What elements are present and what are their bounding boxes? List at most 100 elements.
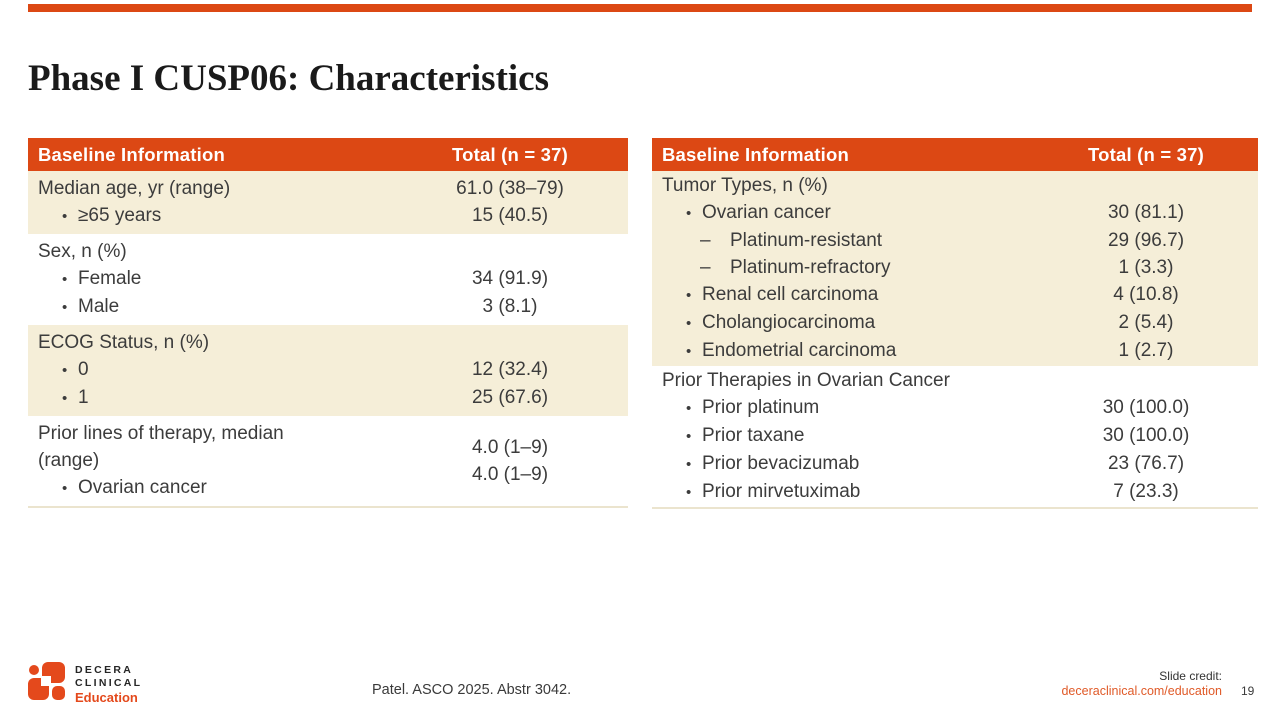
row-label-text: Male: [78, 296, 120, 317]
row-value: 2 (5.4): [1118, 312, 1174, 333]
table-row: – Platinum-resistant 29 (96.7): [652, 227, 1258, 254]
table-row: Median age, yr (range) 61.0 (38–79): [28, 175, 628, 202]
table-row: Sex, n (%): [28, 238, 628, 265]
row-label-text: Female: [78, 268, 142, 289]
dash-icon: –: [700, 257, 711, 278]
row-label-text: Prior taxane: [702, 425, 805, 446]
row-label-text: ECOG Status, n (%): [38, 332, 210, 353]
table-row: • 1 25 (67.6): [28, 384, 628, 412]
row-value: 30 (100.0): [1102, 397, 1190, 418]
row-value: 1 (2.7): [1118, 340, 1174, 361]
row-value: 7 (23.3): [1113, 481, 1179, 502]
slide-credit-block: Slide credit: deceraclinical.com/educati…: [1061, 669, 1222, 699]
table-row: • 0 12 (32.4): [28, 356, 628, 384]
baseline-table-right: Baseline Information Total (n = 37) Tumor …: [652, 138, 1258, 509]
row-label: • 1: [28, 384, 420, 412]
row-value: 61.0 (38–79): [456, 178, 564, 199]
table-section: Sex, n (%) • Female 34 (91.9) • Male 3 (8.1): [28, 234, 628, 325]
bullet-icon: •: [686, 456, 692, 473]
logo-wordmark: DECERA CLINICAL Education: [75, 662, 142, 706]
row-label-text: 0: [78, 359, 89, 380]
logo-name-line2: CLINICAL: [75, 676, 143, 689]
table-row: • ≥65 years 15 (40.5): [28, 202, 628, 230]
row-value: 1 (3.3): [1118, 257, 1174, 278]
row-label: Tumor Types, n (%): [652, 172, 1046, 199]
table-section: ECOG Status, n (%) • 0 12 (32.4) • 1 25 (67.6): [28, 325, 628, 416]
row-value: [420, 329, 600, 356]
row-label: • Ovarian cancer: [652, 199, 1046, 227]
citation-text: Patel. ASCO 2025. Abstr 3042.: [372, 682, 572, 698]
row-value: [1046, 172, 1246, 199]
row-label-text: Prior bevacizumab: [702, 453, 860, 474]
row-label-text: Cholangiocarcinoma: [702, 312, 876, 333]
row-label: ECOG Status, n (%): [28, 329, 420, 356]
row-label: • Prior platinum: [652, 394, 1046, 422]
table-row: Prior lines of therapy, median (range): [28, 420, 420, 474]
table-section: Prior lines of therapy, median (range) • O…: [28, 416, 628, 506]
decera-logo-icon: [28, 662, 65, 705]
row-label-text: Endometrial carcinoma: [702, 340, 897, 361]
table-row: • Female 34 (91.9): [28, 265, 628, 293]
row-value: 29 (96.7): [1107, 230, 1185, 251]
table-row: • Endometrial carcinoma 1 (2.7): [652, 337, 1258, 365]
row-label: • Cholangiocarcinoma: [652, 309, 1046, 337]
row-value: 23 (76.7): [1107, 453, 1185, 474]
row-label: • Endometrial carcinoma: [652, 337, 1046, 365]
row-label-text: Ovarian cancer: [78, 477, 207, 498]
bullet-icon: •: [62, 480, 68, 497]
decera-logo: DECERA CLINICAL Education: [28, 662, 142, 706]
logo-name-line1: DECERA: [75, 664, 134, 676]
row-value: 4.0 (1–9): [471, 437, 549, 458]
row-label-text: ≥65 years: [78, 205, 162, 226]
row-label-text: Platinum-resistant: [730, 230, 883, 251]
bullet-icon: •: [686, 205, 692, 222]
stacked-values: 4.0 (1–9) 4.0 (1–9): [420, 420, 600, 502]
row-value: 30 (81.1): [1107, 202, 1185, 223]
row-label: – Platinum-resistant: [652, 227, 1046, 254]
baseline-table-left: Baseline Information Total (n = 37) Median…: [28, 138, 628, 508]
row-label: • Female: [28, 265, 420, 293]
row-label: • Male: [28, 293, 420, 321]
bullet-icon: •: [62, 362, 68, 379]
row-label: Prior Therapies in Ovarian Cancer: [652, 367, 1046, 394]
table-row: – Platinum-refractory 1 (3.3): [652, 254, 1258, 281]
row-label-text: Sex, n (%): [38, 241, 127, 262]
table-row: ECOG Status, n (%): [28, 329, 628, 356]
row-label-text: Ovarian cancer: [702, 202, 831, 223]
table-section: Prior Therapies in Ovarian Cancer • Prior …: [652, 366, 1258, 507]
row-value: 4 (10.8): [1113, 284, 1179, 305]
bullet-icon: •: [62, 208, 68, 225]
slide-credit-link[interactable]: deceraclinical.com/education: [1061, 684, 1222, 698]
bullet-icon: •: [686, 400, 692, 417]
table-row: • Prior bevacizumab 23 (76.7): [652, 450, 1258, 478]
bullet-icon: •: [686, 428, 692, 445]
header-col-value: Total (n = 37): [451, 143, 569, 165]
bullet-icon: •: [686, 343, 692, 360]
row-label: Median age, yr (range): [28, 175, 420, 202]
row-value: 30 (100.0): [1102, 425, 1190, 446]
table-row: • Male 3 (8.1): [28, 293, 628, 321]
page-title: Phase I CUSP06: Characteristics: [28, 58, 549, 99]
row-label-text: Prior Therapies in Ovarian Cancer: [662, 370, 950, 391]
slide-credit-label: Slide credit:: [1159, 669, 1222, 683]
row-label-text: 1: [78, 387, 89, 408]
row-value: 4.0 (1–9): [471, 464, 549, 485]
header-col-label: Baseline Information: [662, 143, 849, 165]
row-label: – Platinum-refractory: [652, 254, 1046, 281]
table-row: • Prior platinum 30 (100.0): [652, 394, 1258, 422]
page-number: 19: [1241, 684, 1255, 698]
logo-education-label: Education: [75, 690, 138, 705]
row-label: Prior lines of therapy, median (range): [28, 420, 420, 474]
row-label: • ≥65 years: [28, 202, 420, 230]
header-col-label: Baseline Information: [38, 143, 225, 165]
table-section: Median age, yr (range) 61.0 (38–79) • ≥65 y…: [28, 171, 628, 234]
row-value: 34 (91.9): [471, 268, 549, 289]
row-label-text: Renal cell carcinoma: [702, 284, 879, 305]
table-header-row: Baseline Information Total (n = 37): [28, 138, 628, 171]
table-header-row: Baseline Information Total (n = 37): [652, 138, 1258, 171]
row-label: • Prior bevacizumab: [652, 450, 1046, 478]
table-section: Tumor Types, n (%) • Ovarian cancer 30 (81.…: [652, 171, 1258, 366]
table-row: • Prior taxane 30 (100.0): [652, 422, 1258, 450]
row-value: 12 (32.4): [471, 359, 549, 380]
